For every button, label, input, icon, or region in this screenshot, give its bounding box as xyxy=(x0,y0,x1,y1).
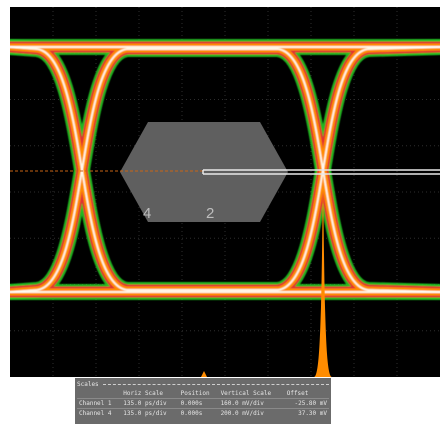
eye-diagram-display[interactable]: 4 2 xyxy=(10,7,440,377)
vertical-histogram-window[interactable] xyxy=(202,169,440,175)
divider xyxy=(102,384,329,385)
vertical-scale-value: 160.0 mV/div xyxy=(218,398,285,409)
offset-value: 37.30 mV xyxy=(284,408,329,418)
header-cell: Position xyxy=(180,390,210,397)
trigger-marker xyxy=(201,371,207,377)
header-cell: Offset xyxy=(286,390,309,397)
mask-marker-label: 4 xyxy=(143,205,152,222)
position-value: 0.000s xyxy=(178,398,219,409)
eye-trace-path xyxy=(10,48,440,293)
header-cell xyxy=(77,389,121,399)
channel-name: Channel 4 xyxy=(77,408,122,418)
header-cell: Horiz Scale xyxy=(123,390,164,397)
histogram-spike xyxy=(314,170,332,377)
table-row[interactable]: Channel 1 135.0 ps/div 0.000s 160.0 mV/d… xyxy=(77,398,329,409)
vertical-scale-value: 200.0 mV/div xyxy=(218,408,285,418)
mask-marker-label: 2 xyxy=(206,205,215,222)
scales-header-row: Horiz Scale Position Vertical Scale Offs… xyxy=(77,389,329,399)
position-value: 0.000s xyxy=(178,408,219,418)
table-row[interactable]: Channel 4 135.0 ps/div 0.000s 200.0 mV/d… xyxy=(77,408,329,418)
offset-value: -25.80 mV xyxy=(284,398,329,409)
eye-trace-path xyxy=(10,46,440,291)
scales-table: Horiz Scale Position Vertical Scale Offs… xyxy=(77,389,329,418)
header-cell: Vertical Scale xyxy=(220,390,272,397)
eye-diagram-svg xyxy=(10,7,440,377)
scales-panel-title: Scales xyxy=(77,381,99,388)
channel-name: Channel 1 xyxy=(77,398,122,409)
horiz-scale-value: 135.0 ps/div xyxy=(121,408,179,418)
scales-panel: Scales Horiz Scale Position Vertical Sca… xyxy=(75,378,331,424)
eye-mask-hexagon xyxy=(120,122,288,222)
horiz-scale-value: 135.0 ps/div xyxy=(121,398,179,409)
eye-traces xyxy=(10,39,440,300)
